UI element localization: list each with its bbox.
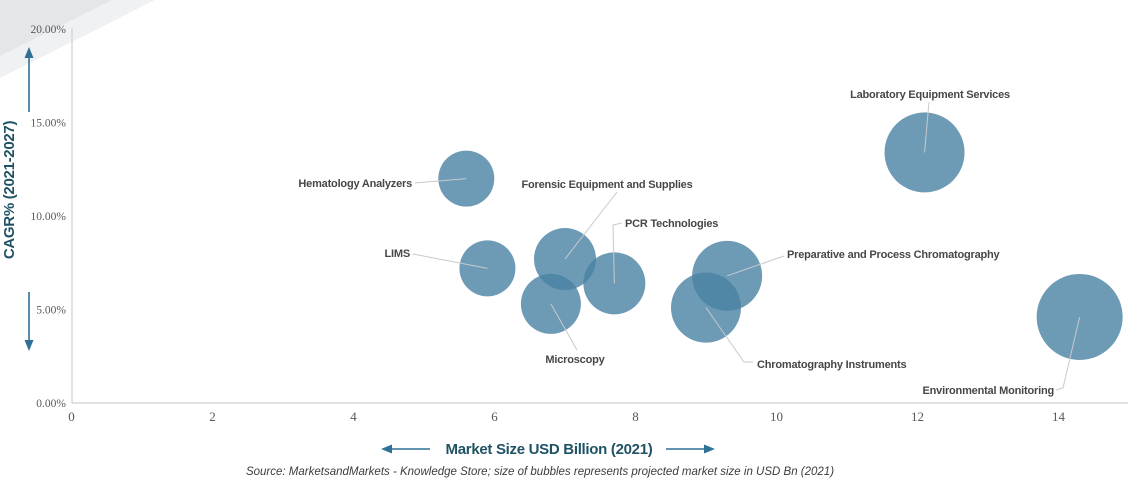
leader-line-laboratory-equipment-services [924, 101, 930, 153]
leader-line-microscopy [550, 303, 578, 351]
x-tick-label: 4 [350, 409, 357, 424]
bubble-label-preparative-and-process-chromatography: Preparative and Process Chromatography [787, 249, 1001, 261]
y-tick-label: 20.00% [31, 24, 67, 36]
leader-line-lims [412, 253, 488, 269]
y-tick-label: 15.00% [31, 118, 67, 130]
y-axis-title: CAGR% (2021-2027) [1, 121, 18, 260]
bubble-label-forensic-equipment-and-supplies: Forensic Equipment and Supplies [521, 179, 692, 191]
x-tick-label: 10 [770, 409, 783, 424]
y-axis-down-arrowhead [24, 340, 34, 351]
source-note: Source: MarketsandMarkets - Knowledge St… [246, 466, 834, 478]
leader-line-chromatography-instruments [705, 307, 753, 363]
bubble-label-microscopy: Microscopy [545, 354, 605, 366]
bubble-label-chromatography-instruments: Chromatography Instruments [757, 359, 907, 371]
x-tick-label: 2 [209, 409, 216, 424]
leader-line-pcr-technologies [612, 222, 623, 284]
leader-line-forensic-equipment-and-supplies [564, 191, 618, 260]
x-tick-label: 8 [632, 409, 639, 424]
bubble-label-pcr-technologies: PCR Technologies [625, 218, 718, 230]
x-tick-label: 12 [911, 409, 924, 424]
y-axis-up-arrowhead [24, 47, 34, 58]
x-axis-right-arrowhead [704, 444, 715, 454]
y-tick-label: 5.00% [36, 305, 66, 317]
bubble-label-lims: LIMS [385, 248, 410, 260]
bubble-label-laboratory-equipment-services: Laboratory Equipment Services [850, 89, 1010, 101]
x-axis-title: Market Size USD Billion (2021) [446, 441, 653, 458]
x-tick-label: 6 [491, 409, 498, 424]
y-tick-label: 10.00% [31, 211, 67, 223]
leader-line-hematology-analyzers [414, 178, 467, 184]
x-axis-left-arrowhead [381, 444, 392, 454]
y-tick-label: 0.00% [36, 398, 66, 410]
x-tick-label: 14 [1052, 409, 1066, 424]
leader-line-environmental-monitoring [1055, 316, 1081, 391]
x-tick-label: 0 [68, 409, 75, 424]
bubble-label-environmental-monitoring: Environmental Monitoring [923, 385, 1054, 397]
corner-ribbon-dark [0, 0, 112, 56]
bubble-label-hematology-analyzers: Hematology Analyzers [298, 178, 412, 190]
leader-line-preparative-and-process-chromatography [726, 255, 785, 277]
